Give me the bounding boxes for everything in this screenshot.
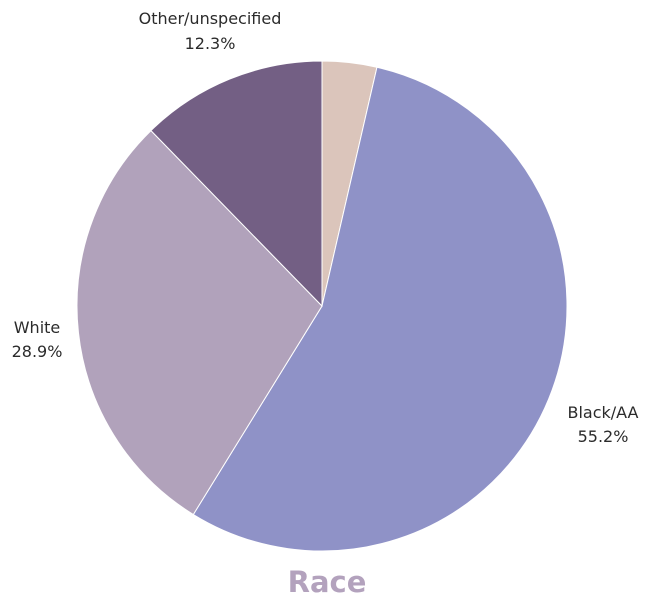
- pie-slice-other-unspecified: [150, 60, 323, 308]
- slice-value-black-aa: 55.2%: [578, 427, 629, 446]
- slice-label-white: White: [14, 318, 61, 337]
- slice-value-other-unspecified: 12.3%: [185, 34, 236, 53]
- chart-title: Race: [288, 565, 367, 597]
- pie-slice-white: [76, 129, 323, 516]
- slice-value-white: 28.9%: [12, 342, 63, 361]
- pie-slices: [76, 60, 568, 552]
- slice-label-black-aa: Black/AA: [567, 403, 638, 422]
- pie-slice-black-aa: [192, 66, 568, 552]
- slice-label-other-unspecified: Other/unspecified: [139, 9, 282, 28]
